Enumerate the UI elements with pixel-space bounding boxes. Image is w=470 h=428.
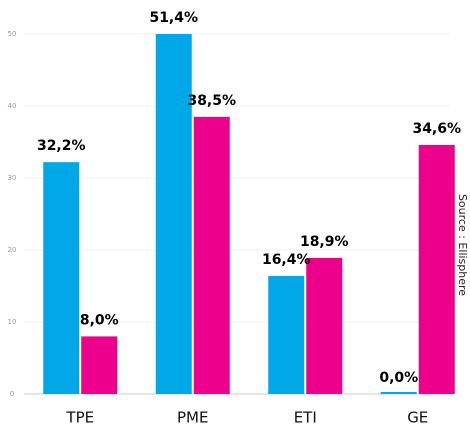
value-label: 32,2% xyxy=(37,138,86,154)
source-note: Source : Ellisphere xyxy=(456,194,469,296)
bar xyxy=(418,144,455,394)
bar xyxy=(81,336,118,394)
bar xyxy=(380,392,417,394)
value-label: 38,5% xyxy=(187,93,236,109)
y-tick-label: 40 xyxy=(8,102,17,110)
bar xyxy=(268,275,305,394)
value-label: 51,4% xyxy=(149,10,198,26)
y-tick-label: 30 xyxy=(8,174,17,182)
bar xyxy=(155,34,192,394)
y-tick-label: 50 xyxy=(8,30,17,38)
bar xyxy=(306,257,343,394)
x-tick-label: ETI xyxy=(294,409,317,427)
value-label: 0,0% xyxy=(379,370,418,386)
bar xyxy=(193,116,230,395)
y-tick-label: 20 xyxy=(8,246,17,254)
value-label: 16,4% xyxy=(262,252,311,268)
bars xyxy=(43,34,455,395)
value-label: 34,6% xyxy=(412,121,461,137)
y-tick-label: 10 xyxy=(8,318,17,326)
x-tick-label: TPE xyxy=(65,409,94,427)
bar xyxy=(43,162,80,394)
y-tick-label: 0 xyxy=(10,390,14,398)
x-tick-label: GE xyxy=(407,409,428,427)
value-label: 8,0% xyxy=(80,312,119,328)
x-tick-label: PME xyxy=(177,409,208,427)
value-label: 18,9% xyxy=(300,234,349,250)
